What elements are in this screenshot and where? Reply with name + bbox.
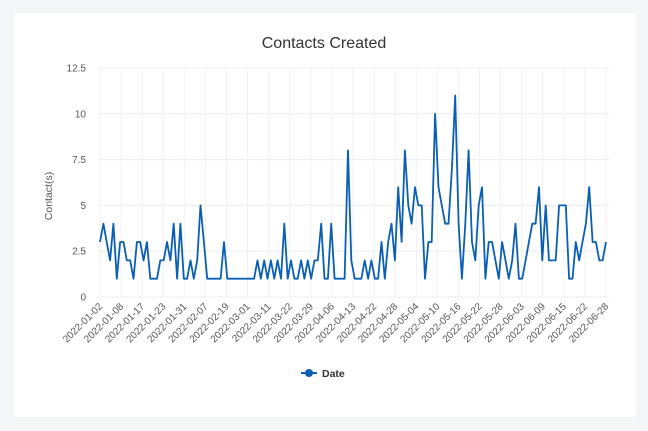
series-line[interactable] [99,94,607,280]
legend-label: Date [322,368,345,380]
y-tick-label: 0 [80,293,86,304]
legend[interactable]: Date [301,368,345,380]
y-tick-label: 10 [75,109,87,120]
line-chart: Contacts Created 0 2.5 5 7.5 10 12.5 2022-01-… [43,35,611,380]
y-axis-label: Contact(s) [43,172,55,220]
chart-card: Contacts Created 0 2.5 5 7.5 10 12.5 2022-01-… [14,13,636,417]
y-tick-label: 12.5 [67,64,87,75]
y-tick-label: 7.5 [72,155,86,166]
series-layer [99,94,607,280]
y-axis-ticks: 0 2.5 5 7.5 10 12.5 [67,64,87,304]
y-tick-label: 5 [80,201,86,212]
y-tick-label: 2.5 [72,247,86,258]
grid [98,67,609,298]
chart-title: Contacts Created [262,35,387,52]
legend-marker-icon [305,369,313,377]
x-axis-ticks: 2022-01-022022-01-082022-01-172022-01-23… [61,301,611,345]
